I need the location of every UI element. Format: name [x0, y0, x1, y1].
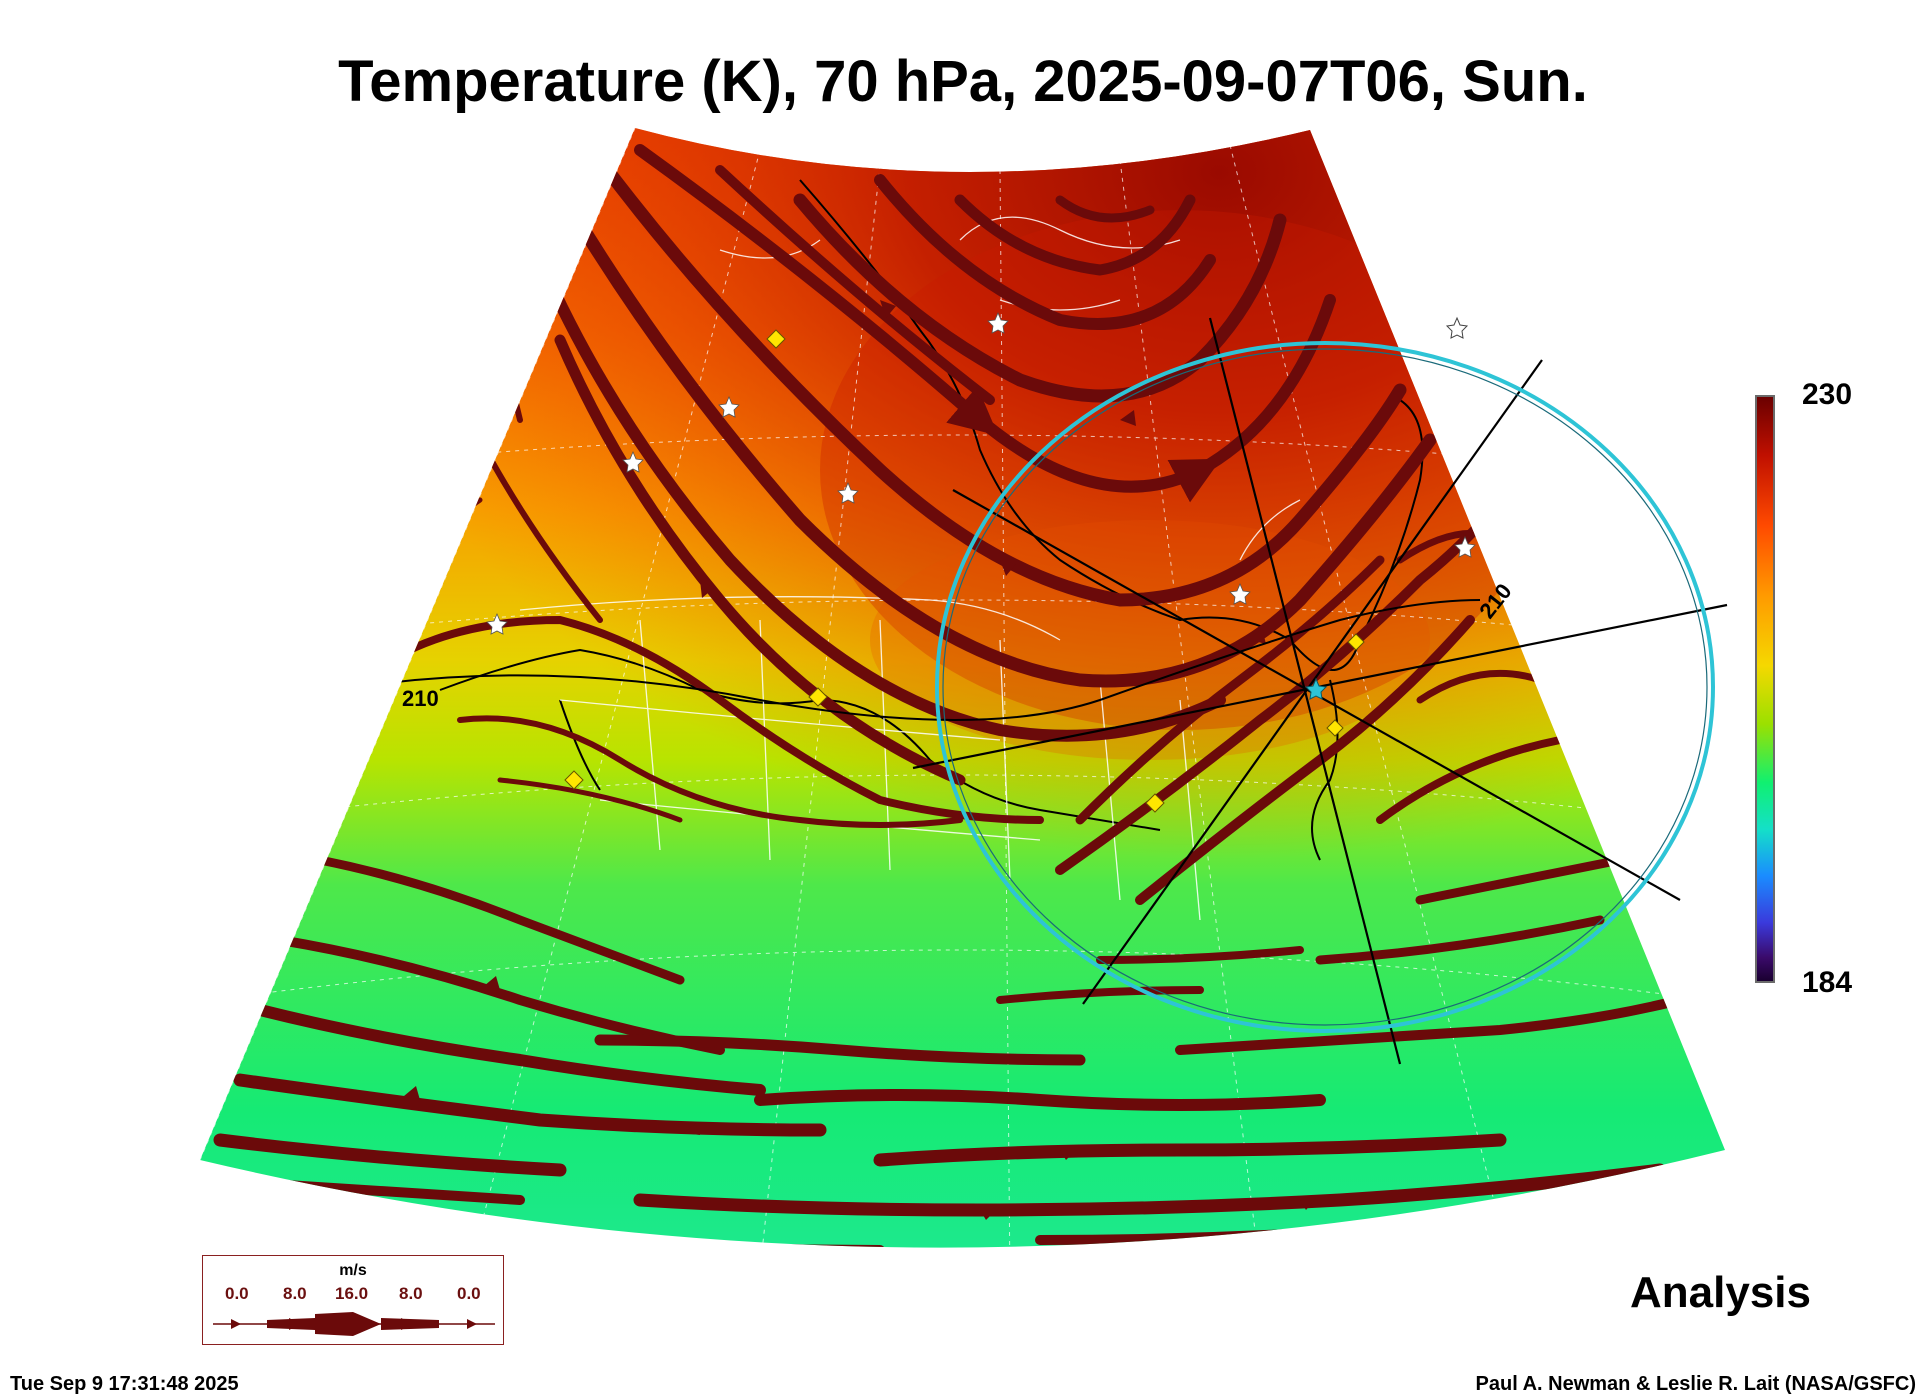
- colorbar-max-label: 230: [1802, 378, 1853, 411]
- credit: Paul A. Newman & Leslie R. Lait (NASA/GS…: [1475, 1373, 1916, 1395]
- colorbar: [1755, 395, 1775, 983]
- diamond-marker: [1347, 633, 1365, 651]
- map-area: [200, 128, 1725, 1248]
- star-marker: [837, 481, 859, 504]
- wind-streamlines: [205, 144, 1685, 1248]
- star-marker-outside: [1445, 316, 1469, 339]
- star-marker: [1454, 535, 1476, 558]
- diamond-marker: [1145, 793, 1165, 813]
- star-marker: [718, 395, 740, 418]
- legend-tick: 8.0: [283, 1284, 307, 1303]
- vortex-circle-inner: [942, 348, 1708, 1026]
- legend-arrow-graphic: [213, 1312, 495, 1336]
- diamond-marker: [808, 687, 828, 707]
- page-title: Temperature (K), 70 hPa, 2025-09-07T06, …: [338, 49, 1588, 114]
- diamond-marker: [766, 329, 786, 349]
- legend-tick: 8.0: [399, 1284, 423, 1303]
- political-boundaries: [519, 216, 1301, 921]
- legend-tick: 16.0: [335, 1284, 369, 1303]
- legend-tick: 0.0: [225, 1284, 249, 1303]
- star-marker: [622, 450, 644, 473]
- star-marker: [1229, 582, 1251, 605]
- timestamp: Tue Sep 9 17:31:48 2025: [10, 1373, 239, 1395]
- contour-210-line: [369, 599, 1481, 721]
- star-marker: [486, 612, 508, 635]
- center-star-marker: [1304, 677, 1328, 700]
- diamond-marker: [564, 770, 584, 790]
- legend-unit: m/s: [339, 1262, 367, 1279]
- contour-label: 210: [402, 686, 439, 711]
- analysis-label: Analysis: [1630, 1268, 1811, 1317]
- colorbar-min-label: 184: [1802, 966, 1853, 999]
- star-marker: [987, 311, 1009, 334]
- wind-speed-legend: m/s 0.0 8.0 16.0 8.0 0.0: [202, 1255, 504, 1345]
- section-lines: [912, 317, 1728, 1065]
- diamond-marker: [1326, 719, 1344, 737]
- vortex-circle: [935, 341, 1715, 1033]
- streamline-arrows: [404, 300, 1316, 1220]
- legend-tick: 0.0: [457, 1284, 481, 1303]
- station-markers: [486, 311, 1476, 813]
